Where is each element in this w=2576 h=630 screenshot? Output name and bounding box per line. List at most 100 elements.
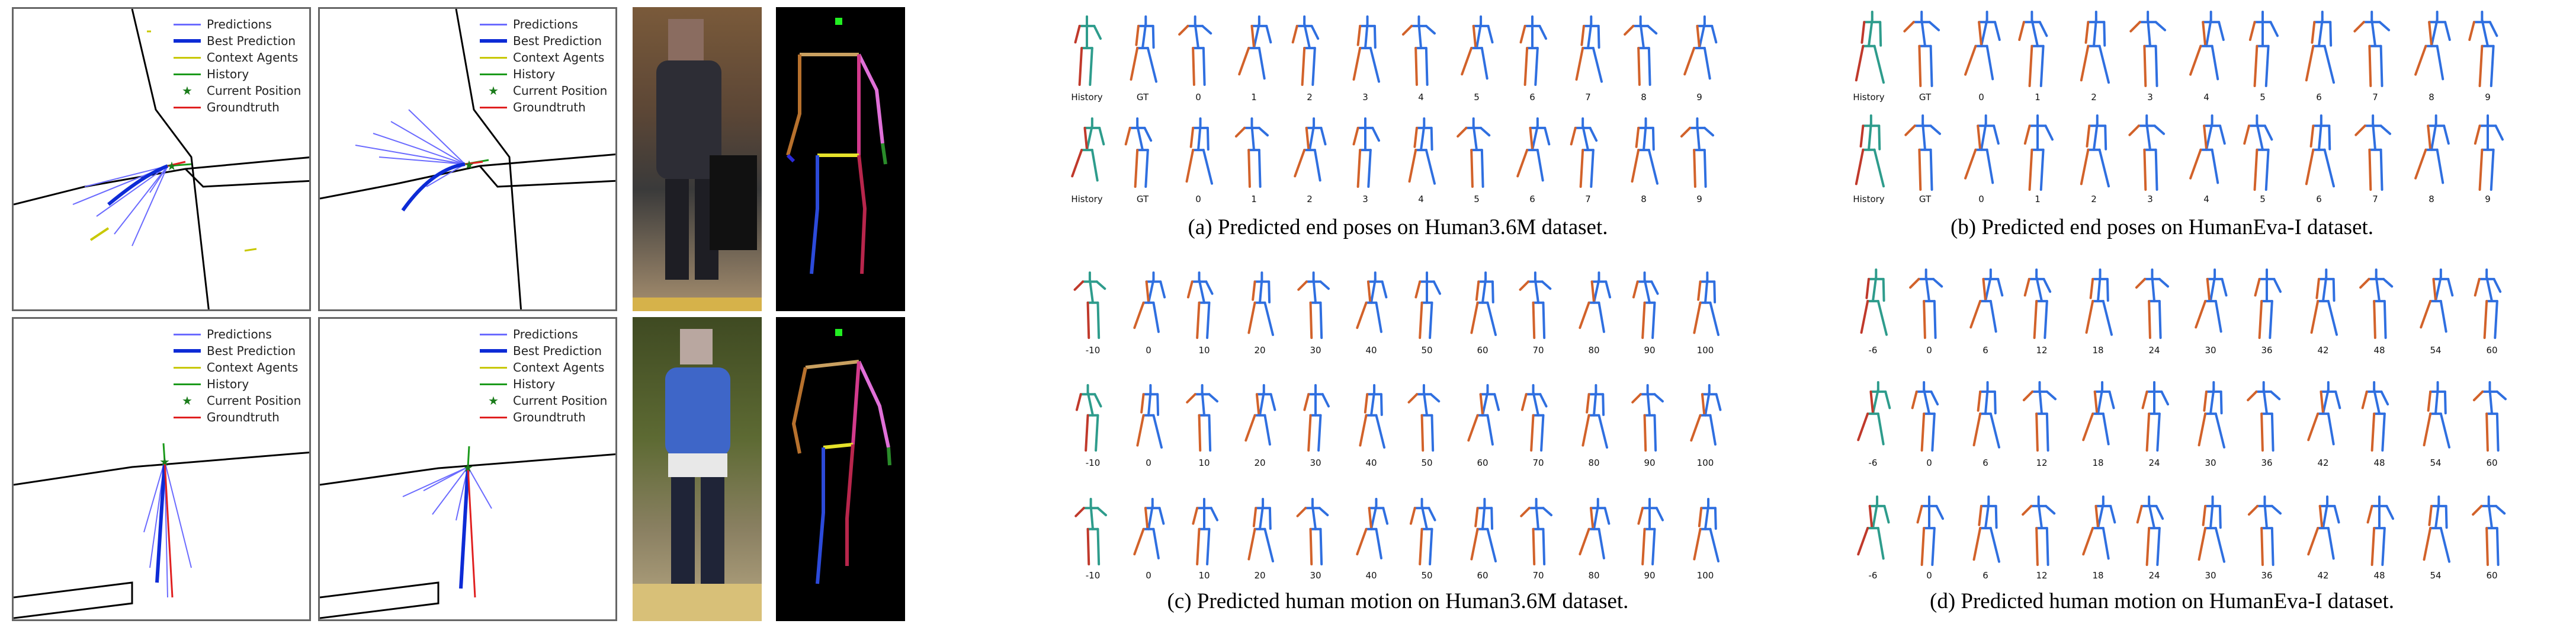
pose-skeleton: [2354, 114, 2391, 191]
pose-skeleton: [2128, 114, 2166, 191]
pose-frame-label: 54: [2430, 345, 2442, 356]
pose-frame-label: 40: [1365, 570, 1377, 581]
legend-swatch: [174, 383, 201, 385]
pose-frame-label: 1: [1251, 194, 1257, 204]
pose-skeleton: [2198, 381, 2225, 449]
pose-skeleton: [1690, 384, 1722, 446]
pose-skeleton: [2082, 495, 2116, 560]
pose-frame-label: 70: [1532, 458, 1544, 468]
pose-skeleton: [1631, 117, 1658, 185]
pose-skeleton: [2198, 495, 2225, 563]
legend-label: Best Prediction: [513, 34, 602, 48]
legend-swatch: [174, 39, 201, 43]
svg-text:★: ★: [159, 456, 170, 469]
pose-frame-label: 5: [2260, 194, 2266, 204]
pose-frame-label: 100: [1696, 458, 1714, 468]
pose-skeleton: [1130, 15, 1157, 83]
pose-skeleton: [2085, 268, 2113, 336]
legend-entry: Context Agents: [174, 359, 301, 376]
trajectory-plot-top-left: ★ Predictions Best Prediction Context Agen…: [12, 7, 311, 311]
pose-skeleton: [2247, 381, 2281, 452]
pose-skeleton: [1470, 498, 1497, 562]
legend-entry: Context Agents: [174, 49, 301, 66]
pose-frame-label: 4: [2203, 194, 2209, 204]
pose-frame-label: 80: [1588, 345, 1600, 356]
pose-skeleton: [2141, 381, 2169, 452]
pose-skeleton: [1683, 15, 1718, 80]
legend-label: Best Prediction: [513, 344, 602, 358]
pose-frame-label: 100: [1696, 570, 1714, 581]
pose-frame-label: 0: [1978, 194, 1984, 204]
legend-entry: Predictions: [480, 16, 607, 33]
pose-frame-label: History: [1853, 92, 1885, 103]
pose-skeleton: [2310, 268, 2338, 336]
pose-skeleton: [1186, 271, 1214, 339]
legend-label: Best Prediction: [207, 34, 296, 48]
caption-humaneva-motion: (d) Predicted human motion on HumanEva-I…: [1930, 589, 2394, 613]
legend-label: Current Position: [513, 394, 608, 408]
pose-frame-label: 18: [2092, 570, 2104, 581]
pose-skeleton: [2423, 495, 2450, 563]
pose-skeleton: [2243, 114, 2273, 191]
legend-label: Predictions: [207, 17, 272, 31]
pose-skeleton: [1407, 384, 1441, 452]
pose-frame-label: 0: [1195, 92, 1201, 103]
pose-frame-label: 20: [1254, 458, 1266, 468]
legend-entry: ★ Current Position: [174, 82, 301, 99]
pose-skeleton: [2022, 495, 2056, 566]
legend-entry: Predictions: [174, 16, 301, 33]
pose-skeleton: [1359, 384, 1385, 449]
pose-skeleton: [1520, 384, 1548, 452]
pose-frame-label: 12: [2036, 570, 2048, 581]
pose-frame-label: 80: [1588, 458, 1600, 468]
pose-frame-label: 48: [2373, 345, 2385, 356]
pose-skeleton: [1467, 384, 1500, 446]
pose-frame-label: 6: [1982, 345, 1988, 356]
pose-skeleton: [1186, 384, 1218, 452]
pose-frame-label: 48: [2373, 570, 2385, 581]
svg-text:★: ★: [464, 159, 474, 172]
pose-skeleton: [2082, 381, 2115, 446]
pose-frame-label: 2: [2091, 194, 2097, 204]
pose-frame-label: 42: [2317, 345, 2329, 356]
legend-swatch: [174, 56, 201, 59]
pose-skeleton: [1972, 381, 2000, 449]
pose-frame-label: 0: [1195, 194, 1201, 204]
pose-frame-label: -10: [1085, 345, 1101, 356]
legend-swatch: [174, 416, 201, 418]
pose-skeleton: [1575, 15, 1603, 83]
pose-skeleton: [1178, 15, 1212, 86]
pose-skeleton: [1247, 498, 1274, 562]
pose-skeleton: [2472, 495, 2506, 566]
pose-skeleton: [1857, 381, 1891, 446]
pose-frame-label: 1: [1251, 92, 1257, 103]
pose-frame-label: 3: [2147, 194, 2153, 204]
pose-skeleton: [2423, 381, 2450, 449]
pose-frame-label: 42: [2317, 570, 2329, 581]
pose-skeleton: [2023, 114, 2054, 191]
pose-skeleton: [2305, 114, 2335, 188]
pose-skeleton: [1693, 498, 1720, 562]
legend-label: Predictions: [207, 327, 272, 341]
pose-skeleton: [1124, 117, 1153, 188]
pedestrian-photo-bottom: [633, 317, 762, 621]
pose-frame-label: 7: [2372, 194, 2378, 204]
pose-skeleton: [1964, 11, 2001, 81]
pose-frame-label: 4: [1418, 194, 1424, 204]
pose-skeleton: [1637, 498, 1664, 565]
star-icon: ★: [488, 394, 499, 408]
pose-skeleton: [1294, 117, 1327, 182]
pose-frame-label: 36: [2261, 570, 2273, 581]
pose-skeleton: [1624, 15, 1658, 86]
pose-frame-label: 8: [2429, 92, 2434, 103]
pose-frame-label: 90: [1644, 345, 1656, 356]
pose-frame-label: 0: [1926, 458, 1932, 468]
legend-entry: Groundtruth: [174, 99, 301, 116]
pose-frame-label: 9: [2485, 194, 2491, 204]
caption-h36m-motion: (c) Predicted human motion on Human3.6M …: [1167, 589, 1629, 613]
pose-frame-label: 9: [1696, 92, 1702, 103]
pose-frame-label: 9: [1696, 194, 1702, 204]
legend-swatch: [480, 383, 507, 385]
pose-frame-label: 30: [2205, 345, 2216, 356]
pose-frame-label: 5: [1474, 92, 1480, 103]
